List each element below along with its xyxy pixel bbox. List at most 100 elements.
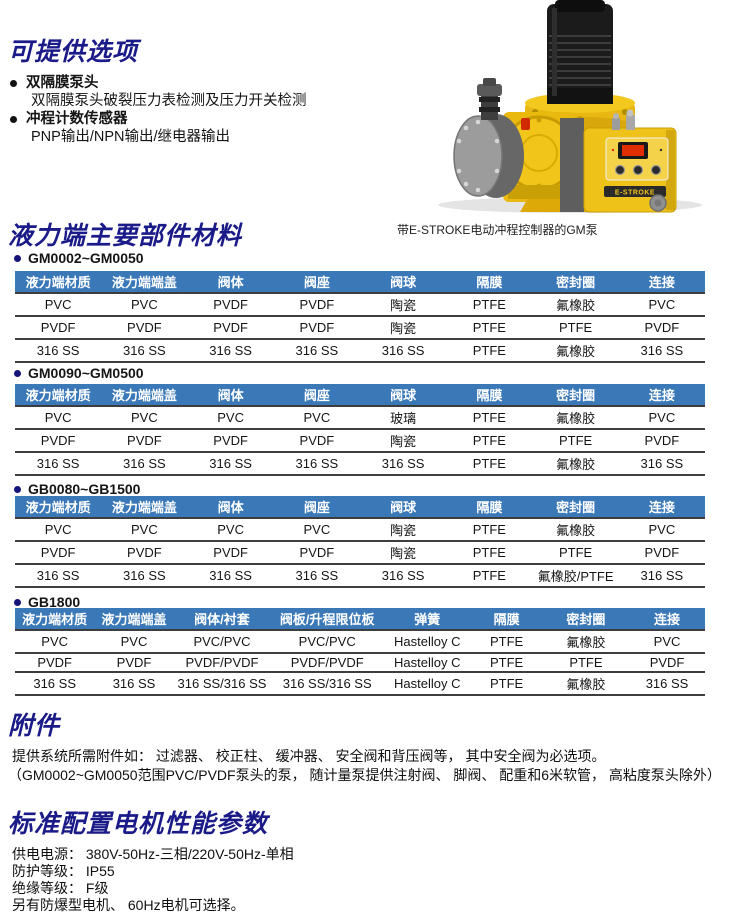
table-cell: 氟橡胶 xyxy=(532,406,619,429)
table-cell: PVC xyxy=(101,293,188,316)
bullet-icon xyxy=(10,79,17,87)
table-header-cell: 密封圈 xyxy=(532,271,619,294)
table-cell: 316 SS xyxy=(15,671,95,695)
table-header-cell: 隔膜 xyxy=(446,271,533,294)
table-cell: 316 SS xyxy=(273,563,360,587)
pump-valve-fitting xyxy=(477,78,502,120)
table-cell: 316 SS xyxy=(101,563,188,587)
table-header-cell: 阀球 xyxy=(360,496,447,519)
table-cell: PTFE xyxy=(446,338,533,362)
table-cell: 316 SS xyxy=(273,338,360,362)
table-header-row: 液力端材质 液力端端盖 阀体 阀座 阀球 隔膜 密封圈 连接 xyxy=(15,384,705,407)
table-cell: PVDF xyxy=(273,540,360,564)
table-cell: 陶瓷 xyxy=(360,540,447,564)
table-row: 316 SS 316 SS 316 SS 316 SS 316 SS PTFE 氟橡胶 316… xyxy=(15,338,705,362)
table-range-label: GB1800 xyxy=(14,594,80,610)
table-cell: PTFE xyxy=(532,428,619,452)
table-cell: PTFE xyxy=(532,540,619,564)
option-item: 双隔膜泵头 xyxy=(10,74,410,92)
table-cell: 氟橡胶 xyxy=(532,518,619,541)
table-cell: 陶瓷 xyxy=(360,293,447,316)
table-row: 316 SS 316 SS 316 SS 316 SS 316 SS PTFE 氟橡胶 316… xyxy=(15,451,705,475)
table-range-label: GM0090~GM0500 xyxy=(14,365,144,381)
bullet-icon xyxy=(14,254,21,262)
table-cell: 316 SS xyxy=(360,451,447,475)
table-cell: PVDF xyxy=(187,293,274,316)
table-row: PVC PVC PVC/PVC PVC/PVC Hastelloy C PTFE 氟橡胶 PV… xyxy=(15,630,705,653)
materials-table: 液力端材质 液力端端盖 阀体 阀座 阀球 隔膜 密封圈 连接 PVC PVC PVDF PVDF 陶瓷 P… xyxy=(15,271,705,363)
accessories-line: 提供系统所需附件如： 过滤器、 校正柱、 缓冲器、 安全阀和背压阀等， 其中安全… xyxy=(12,748,606,764)
table-header-cell: 隔膜 xyxy=(446,384,533,407)
table-cell: PVDF/PVDF xyxy=(173,652,271,672)
table-cell: PVC xyxy=(94,630,174,653)
table-cell: 316 SS xyxy=(618,338,705,362)
table-row: PVDF PVDF PVDF PVDF 陶瓷 PTFE PTFE PVDF xyxy=(15,540,705,564)
table-cell: 316 SS xyxy=(15,451,102,475)
table-cell: 316 SS xyxy=(618,451,705,475)
table-header-cell: 阀体 xyxy=(187,271,274,294)
table-row: PVDF PVDF PVDF/PVDF PVDF/PVDF Hastelloy C PTF… xyxy=(15,652,705,672)
table-header-cell: 液力端材质 xyxy=(15,608,95,631)
controller-buttons xyxy=(614,164,662,176)
brand-label: E-STROKE xyxy=(615,190,655,197)
table-cell: 316 SS xyxy=(187,451,274,475)
pump-mounting-plate xyxy=(560,118,584,212)
option-label: 双隔膜泵头 xyxy=(26,75,99,91)
table-cell: PVDF/PVDF xyxy=(270,652,385,672)
table-cell: 316 SS xyxy=(101,338,188,362)
table-row: PVDF PVDF PVDF PVDF 陶瓷 PTFE PTFE PVDF xyxy=(15,315,705,339)
table-cell: 316 SS xyxy=(187,338,274,362)
table-cell: PTFE xyxy=(542,652,630,672)
table-header-cell: 阀球 xyxy=(360,271,447,294)
table-cell: PVC xyxy=(187,406,274,429)
table-cell: PVC xyxy=(15,293,102,316)
table-header-cell: 液力端材质 xyxy=(15,496,102,519)
table-cell: PVDF xyxy=(15,540,102,564)
table-cell: PVC/PVC xyxy=(270,630,385,653)
motor-line: 防护等级： IP55 xyxy=(12,863,115,879)
table-row: PVC PVC PVC PVC 玻璃 PTFE 氟橡胶 PVC xyxy=(15,406,705,429)
table-cell: PTFE xyxy=(446,451,533,475)
table-cell: PTFE xyxy=(446,293,533,316)
pump-photo: E-STROKE xyxy=(438,0,702,213)
table-cell: 316 SS xyxy=(629,671,705,695)
table-header-row: 液力端材质 液力端端盖 阀体 阀座 阀球 隔膜 密封圈 连接 xyxy=(15,496,705,519)
table-header-cell: 隔膜 xyxy=(470,608,543,631)
table-header-cell: 连接 xyxy=(618,384,705,407)
table-cell: 氟橡胶 xyxy=(542,630,630,653)
option-desc: PNP输出/NPN输出/继电器输出 xyxy=(31,129,230,145)
table-header-cell: 液力端端盖 xyxy=(94,608,174,631)
table-header-cell: 液力端端盖 xyxy=(101,271,188,294)
table-cell: PTFE xyxy=(446,563,533,587)
table-cell: PVDF xyxy=(15,652,95,672)
table-header-cell: 阀体 xyxy=(187,384,274,407)
table-cell: PVDF xyxy=(94,652,174,672)
materials-table: 液力端材质 液力端端盖 阀体 阀座 阀球 隔膜 密封圈 连接 PVC PVC PVC PVC 陶瓷 PTF… xyxy=(15,496,705,588)
table-cell: PVC/PVC xyxy=(173,630,271,653)
table-cell: PVDF xyxy=(273,428,360,452)
pump-diaphragm-head xyxy=(453,114,524,198)
table-header-cell: 连接 xyxy=(618,271,705,294)
table-cell: 316 SS xyxy=(360,338,447,362)
table-cell: PTFE xyxy=(446,406,533,429)
table-range-label: GM0002~GM0050 xyxy=(14,250,144,266)
table-cell: PVC xyxy=(273,406,360,429)
motor-section-title: 标准配置电机性能参数 xyxy=(8,810,269,838)
table-header-cell: 阀座 xyxy=(273,271,360,294)
pump-motor xyxy=(547,0,613,104)
table-range-label: GB0080~GB1500 xyxy=(14,481,140,497)
table-cell: PVC xyxy=(187,518,274,541)
table-header-cell: 密封圈 xyxy=(532,496,619,519)
table-header-cell: 阀体/衬套 xyxy=(173,608,271,631)
table-header-cell: 液力端材质 xyxy=(15,271,102,294)
table-cell: PTFE xyxy=(446,428,533,452)
materials-table: 液力端材质 液力端端盖 阀体 阀座 阀球 隔膜 密封圈 连接 PVC PVC PVC PVC 玻璃 PTF… xyxy=(15,384,705,476)
option-desc: 双隔膜泵头破裂压力表检测及压力开关检测 xyxy=(31,93,307,109)
table-cell: PVC xyxy=(15,406,102,429)
accessories-line: （GM0002~GM0050范围PVC/PVDF泵头的泵， 随计量泵提供注射阀、… xyxy=(8,767,721,783)
materials-table: 液力端材质 液力端端盖 阀体/衬套 阀板/升程限位板 弹簧 隔膜 密封圈 连接 PVC PVC PV… xyxy=(15,608,705,696)
table-cell: PTFE xyxy=(470,630,543,653)
table-cell: PVDF xyxy=(15,428,102,452)
bullet-icon xyxy=(10,115,17,123)
